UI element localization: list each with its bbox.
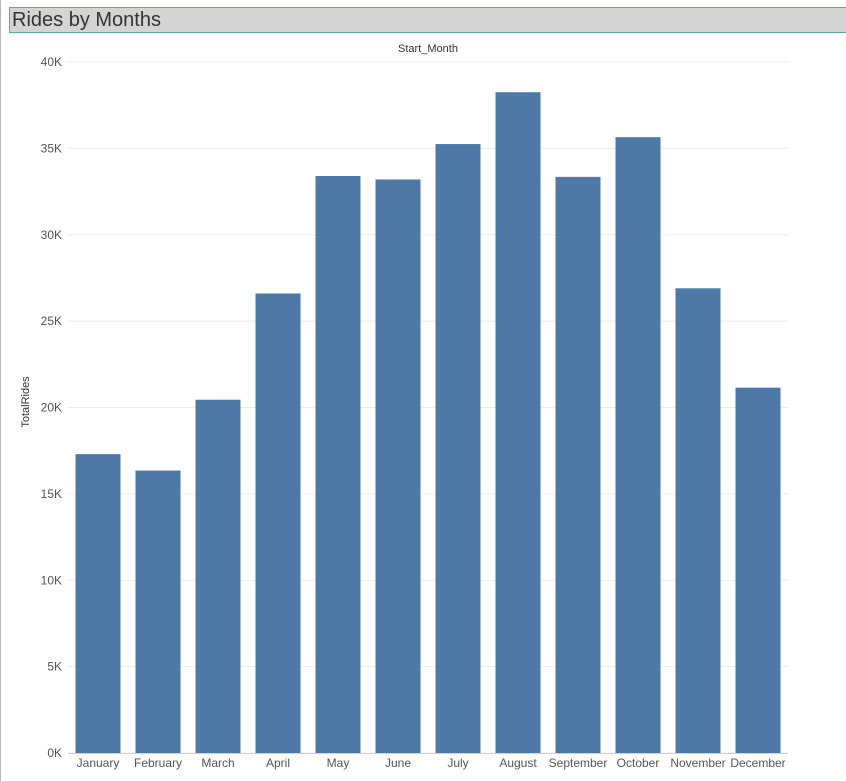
x-tick-label: February <box>134 756 182 770</box>
bars-group <box>75 92 781 754</box>
bar-april[interactable] <box>255 293 301 753</box>
y-axis-ticks: 0K 5K 10K 15K 20K 25K 30K 35K 40K <box>41 55 62 760</box>
bar-december[interactable] <box>735 387 781 753</box>
bar-june[interactable] <box>375 179 421 754</box>
worksheet-title: Rides by Months <box>12 9 161 31</box>
bar-july[interactable] <box>435 144 481 753</box>
y-tick-label: 35K <box>41 141 62 155</box>
x-tick-label: October <box>617 756 660 770</box>
y-tick-label: 30K <box>41 228 62 242</box>
column-header: Start_Month <box>398 43 458 55</box>
x-tick-label: April <box>266 756 290 770</box>
bar-february[interactable] <box>135 470 181 753</box>
x-tick-label: January <box>77 756 120 770</box>
y-tick-label: 40K <box>41 55 62 69</box>
y-tick-label: 10K <box>41 573 62 587</box>
y-tick-label: 15K <box>41 487 62 501</box>
y-axis-title: TotalRides <box>20 376 32 428</box>
x-tick-label: July <box>447 756 468 770</box>
bar-january[interactable] <box>75 454 121 753</box>
x-axis-ticks: January February March April May June July Augu… <box>77 756 786 770</box>
y-tick-label: 5K <box>47 660 62 674</box>
x-tick-label: March <box>201 756 234 770</box>
x-tick-label: September <box>549 756 608 770</box>
y-tick-label: 20K <box>41 401 62 415</box>
x-tick-label: May <box>327 756 350 770</box>
bar-may[interactable] <box>315 176 361 753</box>
bar-september[interactable] <box>555 176 601 753</box>
y-tick-label: 25K <box>41 314 62 328</box>
x-tick-label: November <box>670 756 725 770</box>
bar-october[interactable] <box>615 137 661 754</box>
bar-november[interactable] <box>675 288 721 753</box>
bar-august[interactable] <box>495 92 541 753</box>
y-tick-label: 0K <box>47 746 62 760</box>
x-tick-label: June <box>385 756 411 770</box>
grid-lines <box>68 61 788 754</box>
title-bar: Rides by Months <box>9 7 846 33</box>
x-tick-label: August <box>499 756 537 770</box>
bar-march[interactable] <box>195 399 241 753</box>
x-tick-label: December <box>730 756 785 770</box>
